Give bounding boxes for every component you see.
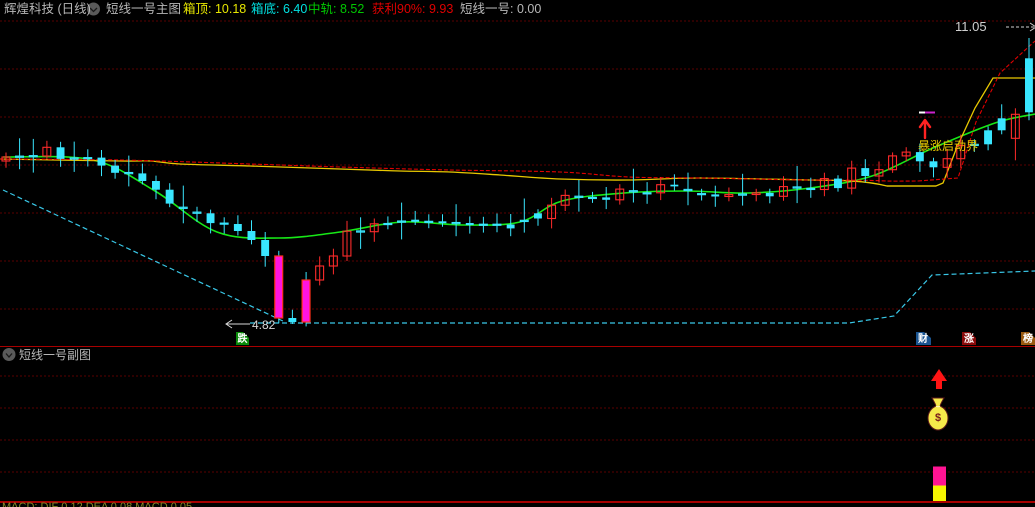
svg-text:箱顶: 10.18: 箱顶: 10.18 xyxy=(183,1,246,16)
svg-text:暴涨启动界: 暴涨启动界 xyxy=(918,138,978,153)
svg-text:短线一号主图: 短线一号主图 xyxy=(106,2,181,16)
svg-text:短线一号: 0.00: 短线一号: 0.00 xyxy=(460,2,541,16)
svg-text:获利90%: 9.93: 获利90%: 9.93 xyxy=(372,2,453,16)
svg-text:中轨: 8.52: 中轨: 8.52 xyxy=(308,1,364,16)
svg-text:跌: 跌 xyxy=(238,332,249,345)
svg-text:财: 财 xyxy=(917,332,928,345)
svg-text:辉煌科技 (日线): 辉煌科技 (日线) xyxy=(4,2,91,16)
svg-text:榜: 榜 xyxy=(1023,332,1033,345)
svg-text:涨: 涨 xyxy=(964,332,974,345)
svg-text:短线一号副图: 短线一号副图 xyxy=(19,348,91,362)
svg-text:箱底: 6.40: 箱底: 6.40 xyxy=(251,1,307,16)
svg-text:$: $ xyxy=(935,412,941,424)
svg-text:4.82: 4.82 xyxy=(252,318,276,332)
svg-text:MACD: DIF 0.12 DEA 0.08 MACD 0: MACD: DIF 0.12 DEA 0.08 MACD 0.05 xyxy=(2,502,192,507)
svg-text:11.05: 11.05 xyxy=(955,19,987,34)
